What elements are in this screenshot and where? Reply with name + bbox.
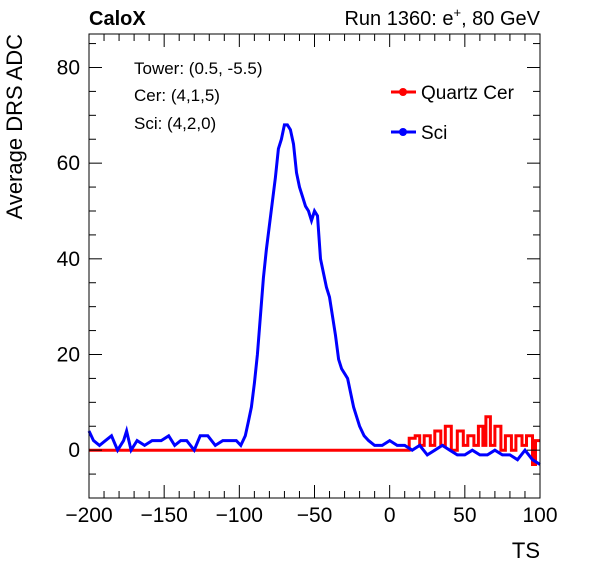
legend-label: Quartz Cer — [421, 83, 515, 104]
y-axis-label: Average DRS ADC — [2, 34, 27, 220]
info-cer: Cer: (4,1,5) — [134, 86, 220, 105]
info-sci: Sci: (4,2,0) — [134, 114, 216, 133]
x-tick-label: −150 — [141, 504, 188, 527]
particle-charge: + — [453, 5, 461, 20]
run-label: Run 1360: e — [344, 8, 453, 30]
info-box: Tower: (0.5, -5.5) Cer: (4,1,5) Sci: (4,… — [134, 59, 263, 133]
y-tick-label: 40 — [57, 248, 80, 271]
y-tick-label: 0 — [68, 439, 80, 462]
x-tick-label: 100 — [522, 504, 557, 527]
x-tick-label: 0 — [384, 504, 396, 527]
header-right-label: Run 1360: e+, 80 GeV — [344, 5, 540, 30]
x-tick-label: 50 — [453, 504, 476, 527]
legend-entry-quartz-cer: Quartz Cer — [391, 83, 515, 104]
energy-label: , 80 GeV — [461, 8, 541, 30]
legend-entry-sci: Sci — [391, 123, 447, 144]
y-tick-label: 60 — [57, 152, 80, 175]
y-tick-label: 20 — [57, 343, 80, 366]
y-axis-ticks: 0 20 40 60 80 — [57, 43, 540, 499]
plot-area: −200 −150 −100 −50 0 50 100 0 20 40 60 80 — [57, 33, 558, 527]
legend: Quartz Cer Sci — [391, 83, 515, 144]
legend-marker — [399, 128, 407, 136]
series-line-sci — [87, 123, 541, 466]
x-tick-label: −200 — [65, 504, 112, 527]
series-line-quartz-cer — [89, 415, 540, 466]
header-left-label: CaloX — [89, 8, 146, 30]
legend-marker — [399, 88, 407, 96]
x-tick-label: −50 — [297, 504, 333, 527]
x-tick-label: −100 — [216, 504, 263, 527]
x-axis-ticks: −200 −150 −100 −50 0 50 100 — [65, 34, 558, 527]
y-tick-label: 80 — [57, 56, 80, 79]
x-axis-label: TS — [512, 538, 540, 563]
series-group — [87, 123, 541, 466]
legend-label: Sci — [421, 123, 447, 144]
info-tower: Tower: (0.5, -5.5) — [134, 59, 263, 78]
